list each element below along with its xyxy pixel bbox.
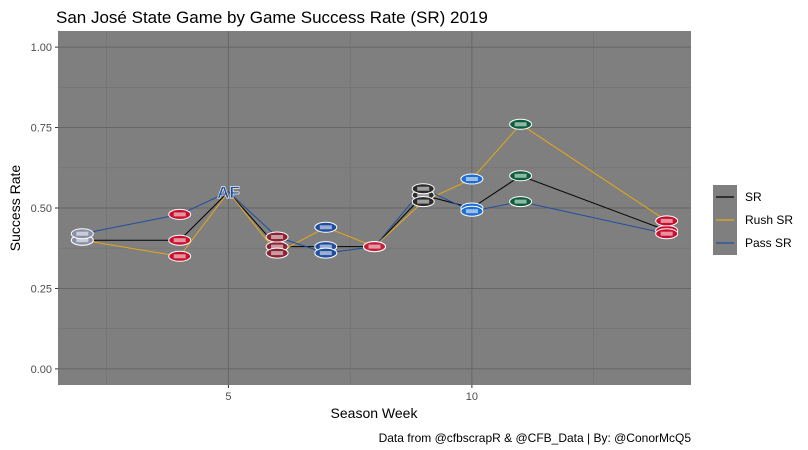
opponent-logo-week14 xyxy=(655,228,679,240)
opponent-logo-week2 xyxy=(70,228,94,240)
opponent-logo-week10 xyxy=(460,173,484,185)
chart-title: San José State Game by Game Success Rate… xyxy=(56,8,488,27)
opponent-logo-week7 xyxy=(314,247,338,259)
series-line-rush-sr xyxy=(82,123,667,257)
opponent-logo-week9 xyxy=(411,183,435,195)
y-axis: 0.00 0.25 0.50 0.75 1.00 xyxy=(31,42,58,376)
opponent-logo-week9 xyxy=(411,196,435,208)
series-line-sr xyxy=(82,175,667,248)
opponent-logo-week6 xyxy=(265,247,289,259)
opponent-logo-week4 xyxy=(168,234,192,246)
opponent-logo-week11 xyxy=(509,118,533,130)
x-tick-label: 10 xyxy=(466,391,478,403)
caption: Data from @cfbscrapR & @CFB_Data | By: @… xyxy=(379,431,692,445)
series-line-pass-sr xyxy=(82,188,667,254)
y-tick-label: 1.00 xyxy=(31,42,52,54)
legend-label: Pass SR xyxy=(745,236,792,250)
y-tick-label: 0.25 xyxy=(31,283,52,295)
legend: SR Rush SR Pass SR xyxy=(713,185,793,255)
x-tick-label: 5 xyxy=(225,391,231,403)
opponent-logo-week7 xyxy=(314,221,338,233)
opponent-logo-week4 xyxy=(168,208,192,220)
y-tick-label: 0.00 xyxy=(31,364,52,376)
opponent-logo-week10 xyxy=(460,205,484,217)
opponent-logo-week14 xyxy=(655,215,679,227)
x-axis-title: Season Week xyxy=(331,405,419,421)
opponent-logo-week11 xyxy=(509,196,533,208)
legend-label: Rush SR xyxy=(745,213,793,227)
svg-text:AF: AF xyxy=(217,183,240,202)
opponent-logo-week5: AF xyxy=(217,183,240,202)
legend-label: SR xyxy=(745,190,762,204)
svg-text:AF: AF xyxy=(217,183,240,202)
series-lines xyxy=(82,123,667,257)
opponent-logo-week4 xyxy=(168,250,192,262)
opponent-logo-week5: AF xyxy=(217,183,240,202)
opponent-logo-week6 xyxy=(265,231,289,243)
svg-text:AF: AF xyxy=(217,183,240,202)
opponent-logo-week5: AF xyxy=(217,183,240,202)
x-axis: 5 10 xyxy=(225,385,478,403)
opponent-logo-week11 xyxy=(509,170,533,182)
y-axis-title: Success Rate xyxy=(7,165,23,252)
opponent-logo-week8 xyxy=(363,241,386,253)
y-tick-label: 0.75 xyxy=(31,123,52,135)
y-tick-label: 0.50 xyxy=(31,203,52,215)
